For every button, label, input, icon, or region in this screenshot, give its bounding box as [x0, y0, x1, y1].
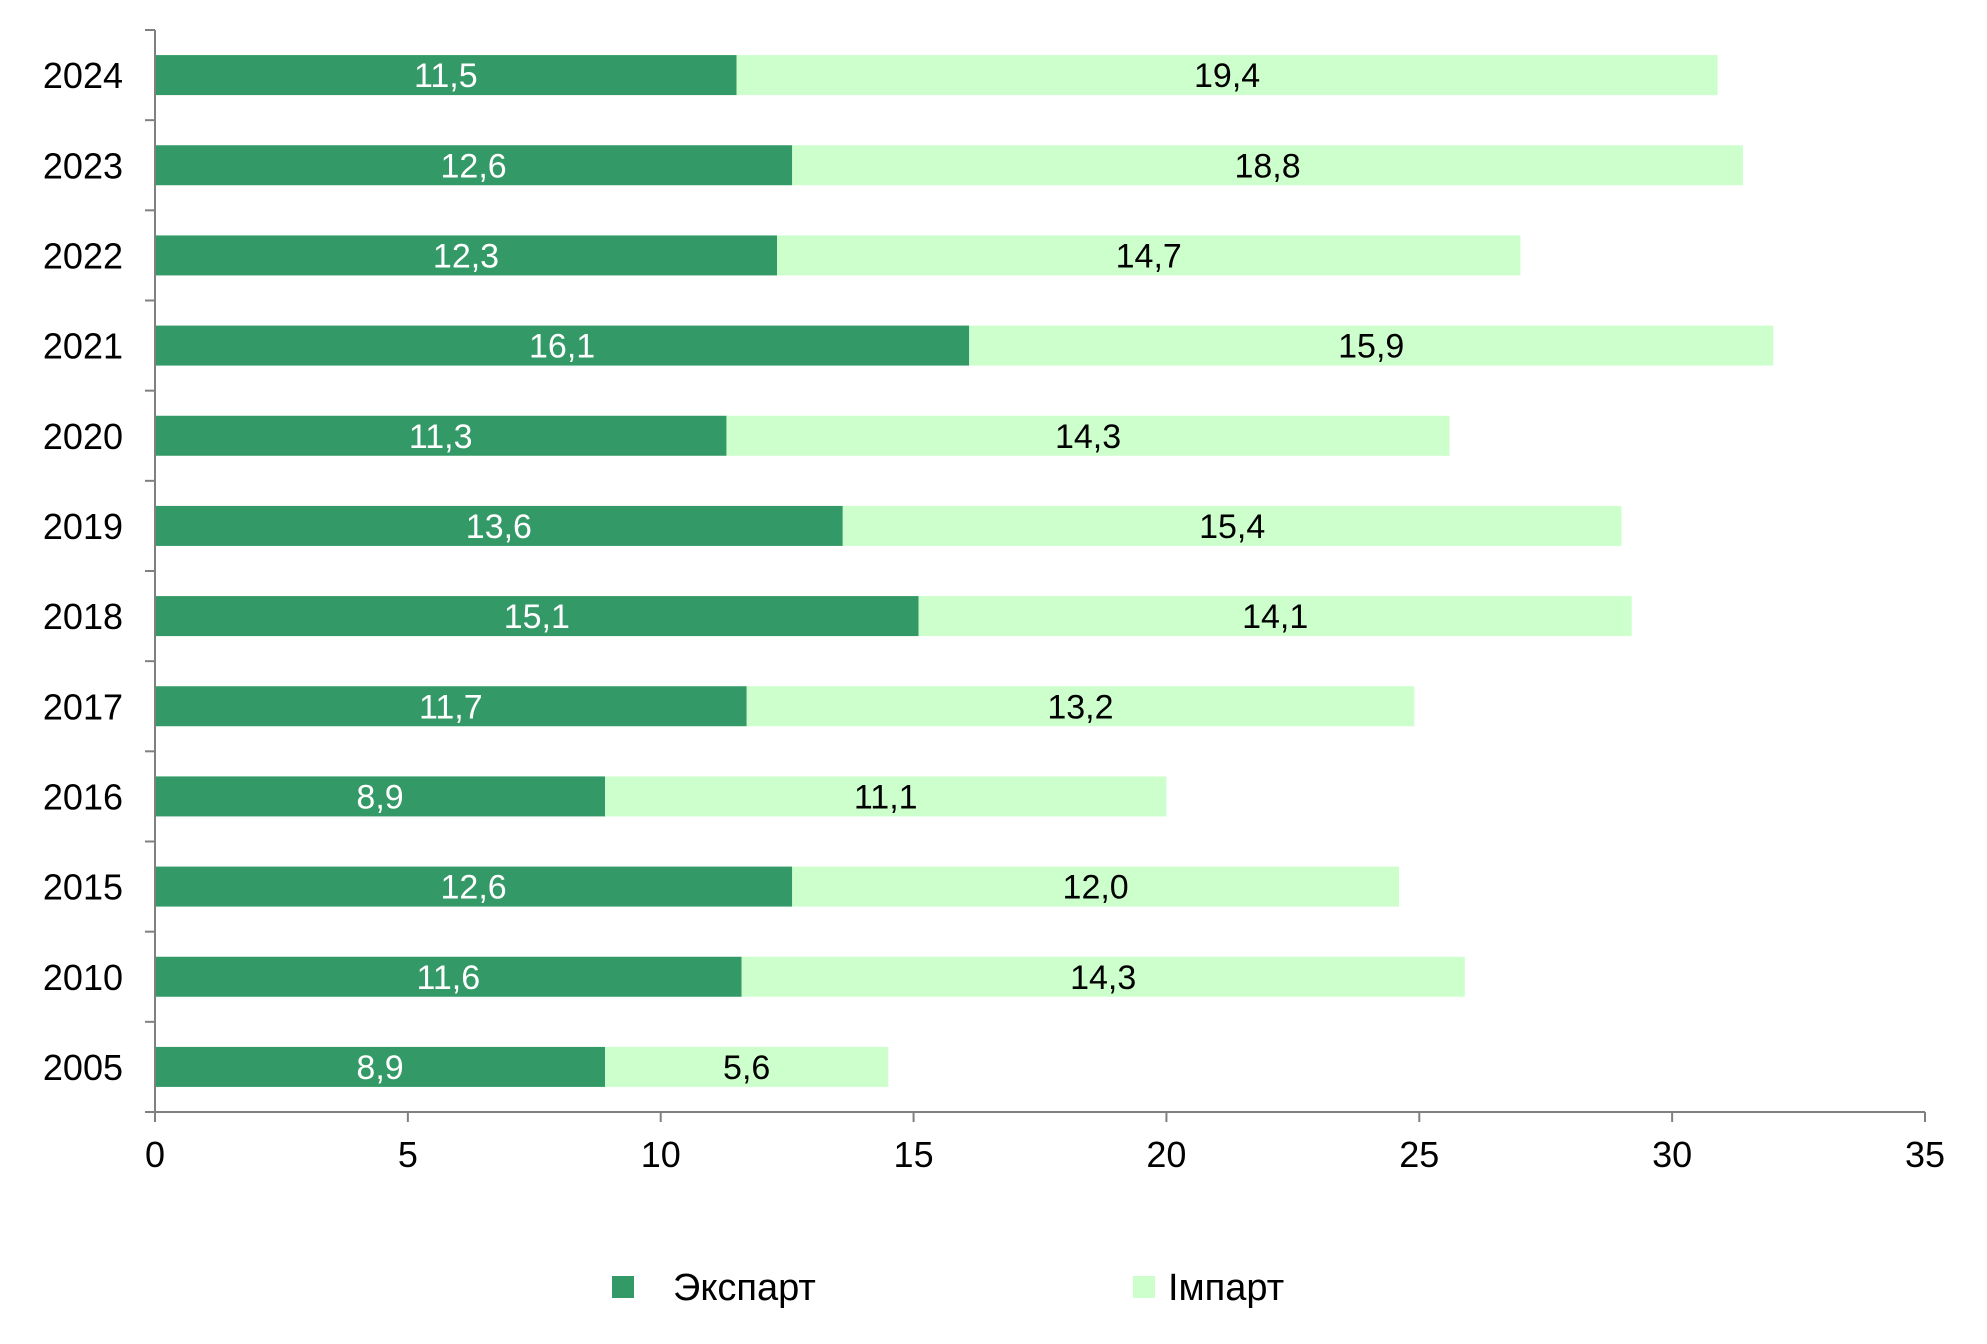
bar-import-2021[interactable] — [969, 325, 1774, 366]
y-tick-label-2017: 2017 — [43, 686, 123, 727]
data-label-import-2016: 11,1 — [854, 778, 918, 816]
legend: Экспарт Імпарт — [612, 1267, 1284, 1309]
data-label-export-2010: 11,6 — [416, 959, 480, 997]
data-label-export-2017: 11,7 — [419, 688, 483, 726]
x-tick-label-30: 30 — [1652, 1134, 1692, 1175]
data-label-import-2022: 14,7 — [1116, 237, 1182, 275]
data-label-import-2018: 14,1 — [1242, 598, 1308, 636]
bar-import-2020[interactable] — [726, 415, 1450, 456]
data-label-export-2021: 16,1 — [529, 328, 595, 366]
bar-export-2016[interactable] — [155, 776, 606, 817]
legend-label-export: Экспарт — [673, 1267, 816, 1309]
x-tick-label-15: 15 — [894, 1134, 934, 1175]
data-label-import-2019: 15,4 — [1199, 508, 1265, 546]
legend-swatch-import — [1133, 1276, 1155, 1298]
x-tick-label-5: 5 — [398, 1134, 418, 1175]
bar-export-2010[interactable] — [155, 956, 742, 997]
bar-import-2019[interactable] — [842, 505, 1622, 546]
bar-export-2017[interactable] — [155, 686, 747, 727]
data-label-export-2016: 8,9 — [356, 778, 403, 816]
y-tick-label-2022: 2022 — [43, 235, 123, 276]
data-label-import-2005: 5,6 — [723, 1049, 770, 1087]
y-tick-label-2018: 2018 — [43, 596, 123, 637]
bar-import-2024[interactable] — [736, 55, 1718, 96]
y-tick-label-2019: 2019 — [43, 506, 123, 547]
legend-label-import: Імпарт — [1168, 1267, 1284, 1309]
bar-import-2005[interactable] — [605, 1046, 889, 1087]
data-label-export-2022: 12,3 — [433, 237, 499, 275]
bar-export-2015[interactable] — [155, 866, 793, 907]
data-label-export-2019: 13,6 — [466, 508, 532, 546]
bar-export-2019[interactable] — [155, 505, 843, 546]
data-label-export-2015: 12,6 — [441, 869, 507, 907]
data-label-export-2020: 11,3 — [409, 418, 473, 456]
data-label-import-2020: 14,3 — [1055, 418, 1121, 456]
data-label-export-2024: 11,5 — [414, 57, 478, 95]
data-label-import-2017: 13,2 — [1047, 688, 1113, 726]
y-tick-label-2020: 2020 — [43, 416, 123, 457]
data-label-import-2015: 12,0 — [1063, 869, 1129, 907]
bars-layer — [155, 55, 1774, 1087]
y-tick-label-2015: 2015 — [43, 867, 123, 908]
y-tick-label-2024: 2024 — [43, 55, 123, 96]
y-tick-label-2016: 2016 — [43, 776, 123, 817]
bar-export-2020[interactable] — [155, 415, 727, 456]
x-tick-label-0: 0 — [145, 1134, 165, 1175]
bar-import-2022[interactable] — [777, 235, 1521, 276]
data-label-import-2024: 19,4 — [1194, 57, 1260, 95]
x-tick-label-20: 20 — [1146, 1134, 1186, 1175]
axes-layer: 2024202320222021202020192018201720162015… — [43, 29, 1945, 1175]
bar-import-2016[interactable] — [605, 776, 1167, 817]
y-tick-label-2005: 2005 — [43, 1047, 123, 1088]
data-label-export-2005: 8,9 — [356, 1049, 403, 1087]
y-tick-label-2010: 2010 — [43, 957, 123, 998]
bar-import-2015[interactable] — [792, 866, 1400, 907]
bar-export-2018[interactable] — [155, 596, 919, 637]
bar-export-2024[interactable] — [155, 55, 737, 96]
bar-export-2022[interactable] — [155, 235, 778, 276]
bar-export-2005[interactable] — [155, 1046, 606, 1087]
bar-import-2023[interactable] — [792, 145, 1743, 186]
bar-import-2018[interactable] — [918, 596, 1632, 637]
data-label-export-2018: 15,1 — [504, 598, 570, 636]
bar-import-2010[interactable] — [741, 956, 1465, 997]
x-tick-label-10: 10 — [641, 1134, 681, 1175]
data-label-export-2023: 12,6 — [441, 147, 507, 185]
bar-import-2017[interactable] — [746, 686, 1415, 727]
legend-swatch-export — [612, 1276, 634, 1298]
bar-export-2023[interactable] — [155, 145, 793, 186]
data-label-import-2010: 14,3 — [1070, 959, 1136, 997]
x-tick-label-35: 35 — [1905, 1134, 1945, 1175]
labels-layer: 11,5 19,4 12,6 18,8 12,3 14,7 16,1 15,9 11,3 14,3… — [356, 57, 1404, 1087]
x-tick-label-25: 25 — [1399, 1134, 1439, 1175]
y-tick-label-2021: 2021 — [43, 326, 123, 367]
data-label-import-2023: 18,8 — [1234, 147, 1300, 185]
bar-export-2021[interactable] — [155, 325, 970, 366]
y-tick-label-2023: 2023 — [43, 145, 123, 186]
data-label-import-2021: 15,9 — [1338, 328, 1404, 366]
